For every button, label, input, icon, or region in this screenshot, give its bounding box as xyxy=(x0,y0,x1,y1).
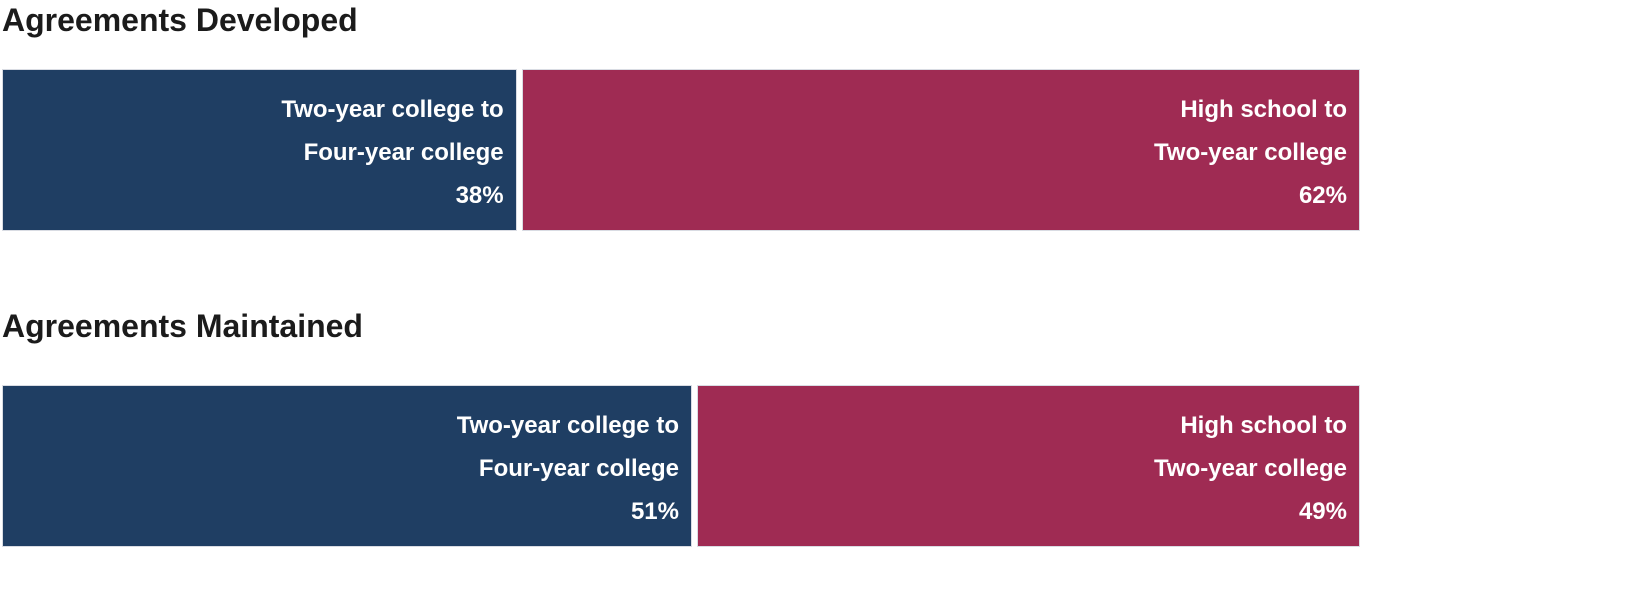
segment-label: Two-year college to Four-year college 51… xyxy=(457,399,691,533)
segment-label: High school to Two-year college 62% xyxy=(1154,83,1359,217)
segment-label-line1: Two-year college to xyxy=(281,96,504,123)
segment-label: High school to Two-year college 49% xyxy=(1154,399,1359,533)
chart-title-agreements-maintained: Agreements Maintained xyxy=(2,308,363,344)
chart-title-agreements-developed: Agreements Developed xyxy=(2,2,358,38)
segment-value-label: 49% xyxy=(1298,498,1347,525)
chart-agreements-maintained: Agreements Maintained Two-year college t… xyxy=(0,308,1632,547)
segment-label-line1: Two-year college to xyxy=(456,412,679,439)
stacked-bar-developed: Two-year college to Four-year college 38… xyxy=(2,69,1360,231)
segment-label-line1: High school to xyxy=(1180,96,1347,123)
segment-label-line2: Four-year college xyxy=(303,139,504,166)
segment-value-label: 51% xyxy=(630,498,679,525)
segment-label: Two-year college to Four-year college 38… xyxy=(281,83,515,217)
bar-segment-two-year-to-four-year: Two-year college to Four-year college 51… xyxy=(2,385,692,547)
bar-segment-two-year-to-four-year: Two-year college to Four-year college 38… xyxy=(2,69,517,231)
segment-label-line2: Four-year college xyxy=(478,455,679,482)
bar-segment-high-school-to-two-year: High school to Two-year college 49% xyxy=(696,385,1360,547)
stacked-bar-maintained: Two-year college to Four-year college 51… xyxy=(2,385,1360,547)
segment-label-line2: Two-year college xyxy=(1154,139,1347,166)
segment-label-line1: High school to xyxy=(1180,412,1347,439)
bar-segment-high-school-to-two-year: High school to Two-year college 62% xyxy=(521,69,1360,231)
segment-value-label: 62% xyxy=(1298,182,1347,209)
segment-value-label: 38% xyxy=(455,182,504,209)
chart-agreements-developed: Agreements Developed Two-year college to… xyxy=(0,0,1632,231)
segment-label-line2: Two-year college xyxy=(1154,455,1347,482)
